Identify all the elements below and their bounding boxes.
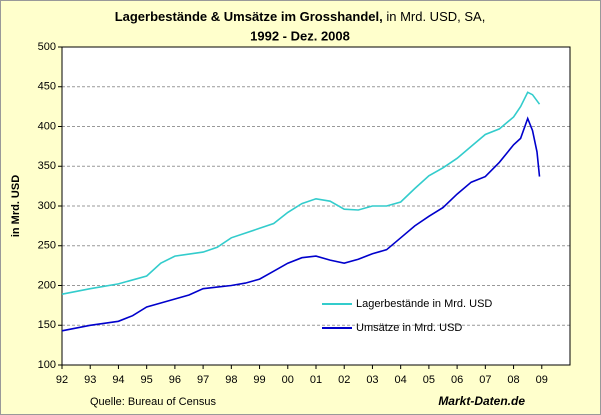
x-tick-label: 93 [84, 374, 96, 386]
x-tick-label: 09 [536, 374, 548, 386]
series-line [61, 116, 541, 332]
y-tick-label: 200 [38, 279, 56, 291]
x-tick-label: 07 [479, 374, 491, 386]
x-tick-label: 97 [197, 374, 209, 386]
legend-label: Lagerbestände in Mrd. USD [356, 298, 492, 310]
title-line2: 1992 - Dez. 2008 [250, 28, 350, 43]
y-tick-label: 250 [38, 240, 56, 252]
y-tick-label: 400 [38, 120, 56, 132]
y-tick-label: 150 [38, 319, 56, 331]
x-tick-label: 94 [112, 374, 124, 386]
title: Lagerbestände & Umsätze im Grosshandel, [115, 9, 383, 24]
x-tick-label: 92 [56, 374, 68, 386]
x-tick-label: 00 [282, 374, 294, 386]
x-tick-label: 03 [366, 374, 378, 386]
series-line [61, 91, 541, 295]
x-tick-label: 08 [507, 374, 519, 386]
subtitle: in Mrd. USD, SA, [386, 9, 485, 24]
y-tick-label: 450 [38, 81, 56, 93]
x-tick-label: 06 [451, 374, 463, 386]
x-tick-label: 96 [169, 374, 181, 386]
x-tick-label: 98 [225, 374, 237, 386]
y-tick-label: 300 [38, 200, 56, 212]
x-tick-label: 04 [395, 374, 407, 386]
x-tick-label: 05 [423, 374, 435, 386]
y-tick-label: 100 [38, 359, 56, 371]
y-axis-label: in Mrd. USD [10, 175, 22, 237]
y-tick-label: 500 [38, 41, 56, 53]
y-tick-label: 350 [38, 160, 56, 172]
chart-title: Lagerbestände & Umsätze im Grosshandel, … [115, 9, 486, 24]
source: Quelle: Bureau of Census [90, 396, 216, 408]
x-tick-label: 02 [338, 374, 350, 386]
plot-area [62, 47, 570, 365]
x-tick-label: 99 [253, 374, 265, 386]
legend-label: Umsätze in Mrd. USD [356, 322, 462, 334]
plot-border [61, 46, 571, 366]
x-tick-label: 95 [141, 374, 153, 386]
brand: Markt-Daten.de [438, 394, 525, 408]
x-tick-label: 01 [310, 374, 322, 386]
